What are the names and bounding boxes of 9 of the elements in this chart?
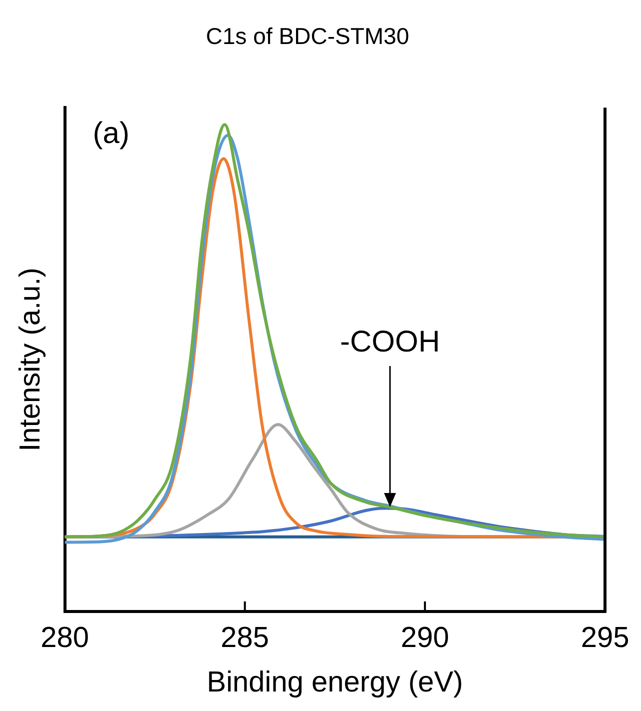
x-axis-title: Binding energy (eV) — [206, 666, 464, 699]
chart-title: C1s of BDC-STM30 — [206, 23, 410, 50]
x-tick-label: 285 — [220, 622, 270, 654]
y-axis-title: Intensity (a.u.) — [14, 268, 46, 452]
x-tick-label: 295 — [580, 622, 630, 654]
x-tick-label: 290 — [400, 622, 450, 654]
x-tick-label: 280 — [40, 622, 89, 654]
annotation: (a) — [92, 116, 130, 150]
annotation: -COOH — [340, 325, 440, 358]
